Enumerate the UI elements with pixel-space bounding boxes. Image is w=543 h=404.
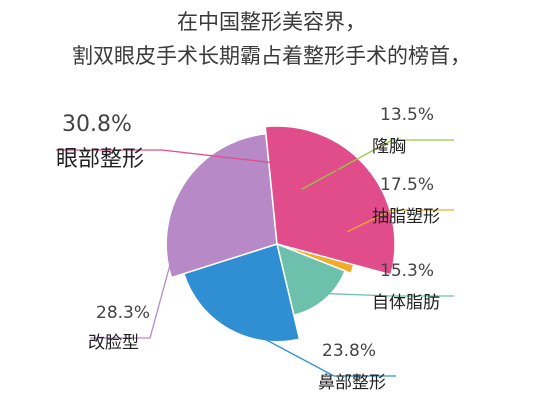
slice-category-label-6: 眼部整形	[56, 147, 144, 172]
leader-lines	[56, 139, 454, 377]
pie-slice-4	[182, 243, 301, 343]
slice-category-label-3: 自体脂肪	[372, 293, 440, 313]
leader-line-6	[56, 149, 361, 174]
pie-slice-6	[264, 125, 396, 276]
pie-slice-5	[165, 132, 278, 279]
slice-category-label-5: 改脸型	[88, 333, 139, 353]
slice-percent-label-4: 23.8%	[322, 341, 376, 361]
slice-percent-label-6: 30.8%	[62, 112, 132, 137]
leader-line-1	[301, 139, 454, 190]
slice-labels: 13.5% 隆胸 17.5% 抽脂塑形 15.3% 自体脂肪 23.8% 鼻部整形 28.3% 改…	[56, 105, 440, 393]
slice-category-label-2: 抽脂塑形	[372, 207, 440, 227]
chart-title: 在中国整形美容界，	[177, 10, 366, 34]
chart-subtitle: 割双眼皮手术长期霸占着整形手术的榜首，	[72, 44, 471, 68]
leader-line-5	[90, 187, 192, 339]
slice-percent-label-2: 17.5%	[380, 175, 434, 195]
slice-category-label-4: 鼻部整形	[318, 373, 386, 393]
slice-percent-label-1: 13.5%	[380, 105, 434, 125]
pie-slice-3	[275, 242, 347, 317]
leader-line-4	[232, 321, 396, 377]
pie-slices	[165, 125, 396, 343]
slice-percent-label-5: 28.3%	[96, 303, 150, 323]
leader-line-3	[319, 292, 454, 297]
slice-category-label-1: 隆胸	[372, 137, 406, 157]
leader-line-2	[347, 209, 454, 233]
slice-percent-label-3: 15.3%	[380, 261, 434, 281]
